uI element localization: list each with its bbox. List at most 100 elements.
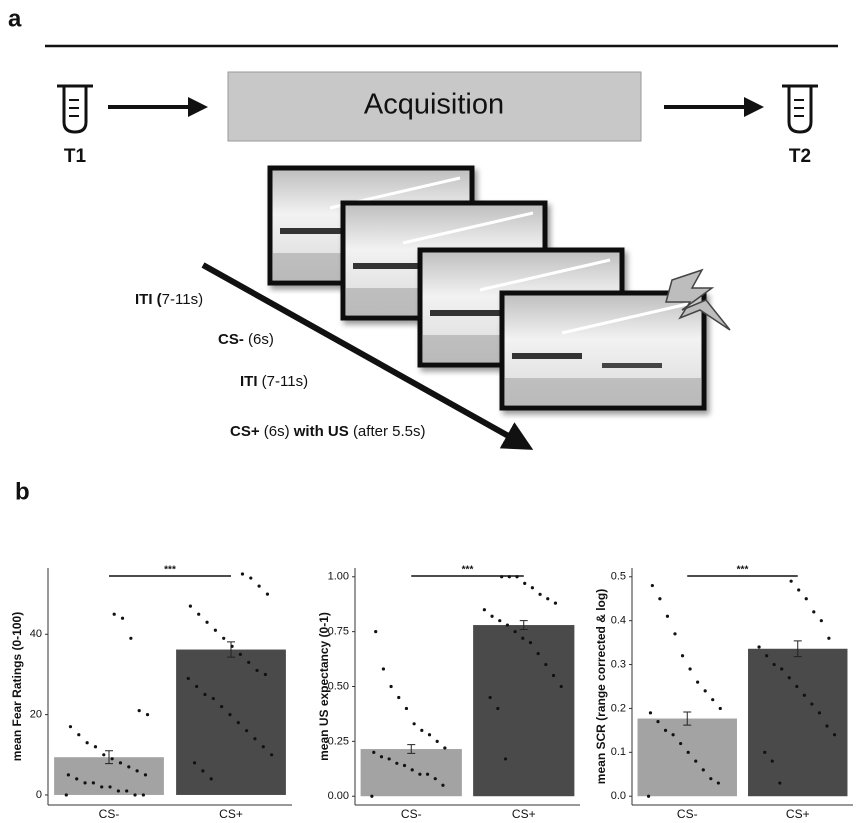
- data-point: [389, 685, 392, 688]
- data-point: [241, 572, 244, 575]
- data-point: [765, 654, 768, 657]
- data-point: [711, 698, 714, 701]
- label-part: CS-: [218, 331, 248, 348]
- data-point: [820, 619, 823, 622]
- x-tick-label: CS-: [677, 807, 698, 818]
- x-tick-label: CS+: [512, 807, 536, 818]
- data-point: [94, 745, 97, 748]
- data-point: [100, 785, 103, 788]
- y-tick-label: 1.00: [328, 571, 349, 583]
- data-point: [264, 673, 267, 676]
- data-point: [411, 768, 414, 771]
- data-point: [138, 709, 141, 712]
- data-point: [405, 707, 408, 710]
- data-point: [483, 608, 486, 611]
- data-point: [397, 696, 400, 699]
- data-point: [69, 725, 72, 728]
- bar: [176, 650, 286, 795]
- data-point: [258, 584, 261, 587]
- data-point: [249, 576, 252, 579]
- x-tick-label: CS+: [786, 807, 810, 818]
- y-axis-label: mean US expectancy (0-1): [317, 612, 331, 761]
- data-point: [827, 637, 830, 640]
- data-point: [113, 613, 116, 616]
- y-axis-label: mean Fear Ratings (0-100): [10, 612, 24, 761]
- data-point: [546, 597, 549, 600]
- data-point: [117, 789, 120, 792]
- data-point: [434, 777, 437, 780]
- data-point: [521, 637, 524, 640]
- label-part: with US: [293, 423, 353, 440]
- x-tick-label: CS+: [219, 807, 243, 818]
- tube-icon: [782, 86, 818, 132]
- data-point: [222, 637, 225, 640]
- data-point: [805, 597, 808, 600]
- data-point: [436, 740, 439, 743]
- data-point: [203, 693, 206, 696]
- data-point: [146, 713, 149, 716]
- bar: [361, 749, 462, 796]
- data-point: [370, 795, 373, 798]
- data-point: [418, 773, 421, 776]
- screens: [270, 168, 704, 408]
- data-point: [673, 632, 676, 635]
- data-point: [426, 773, 429, 776]
- data-point: [136, 769, 139, 772]
- data-point: [780, 667, 783, 670]
- data-point: [253, 737, 256, 740]
- data-point: [651, 584, 654, 587]
- data-point: [237, 721, 240, 724]
- data-point: [719, 707, 722, 710]
- figure: a T1 T2 Acquisition ITI (7-11s)CS- (6s)I…: [0, 0, 859, 818]
- data-point: [67, 773, 70, 776]
- data-point: [197, 613, 200, 616]
- floor: [505, 378, 701, 405]
- x-tick-label: CS-: [99, 807, 120, 818]
- data-point: [270, 753, 273, 756]
- data-point: [788, 676, 791, 679]
- timeline-label: ITI (7-11s): [240, 373, 308, 390]
- data-point: [709, 777, 712, 780]
- data-point: [656, 720, 659, 723]
- data-point: [803, 694, 806, 697]
- y-tick-label: 0.5: [611, 571, 626, 583]
- data-point: [537, 652, 540, 655]
- end-label: T2: [789, 146, 811, 167]
- data-point: [255, 669, 258, 672]
- desk: [353, 263, 423, 269]
- data-point: [496, 707, 499, 710]
- data-point: [688, 667, 691, 670]
- data-point: [111, 757, 114, 760]
- y-axis-label: mean SCR (range corrected & log): [594, 589, 608, 784]
- data-point: [681, 654, 684, 657]
- data-point: [514, 630, 517, 633]
- data-point: [189, 605, 192, 608]
- data-point: [125, 789, 128, 792]
- label-part: ITI (: [135, 291, 162, 308]
- y-tick-label: 0.4: [611, 615, 626, 627]
- data-point: [142, 793, 145, 796]
- data-point: [702, 768, 705, 771]
- data-point: [560, 685, 563, 688]
- data-point: [144, 773, 147, 776]
- data-point: [403, 764, 406, 767]
- data-point: [86, 741, 89, 744]
- data-point: [763, 751, 766, 754]
- data-point: [205, 621, 208, 624]
- y-tick-label: 0.1: [611, 746, 626, 758]
- data-point: [778, 781, 781, 784]
- data-point: [687, 751, 690, 754]
- data-point: [818, 711, 821, 714]
- y-tick-label: 0.3: [611, 658, 626, 670]
- data-point: [544, 663, 547, 666]
- desk: [602, 363, 662, 368]
- data-point: [119, 761, 122, 764]
- data-point: [374, 630, 377, 633]
- x-tick-label: CS-: [401, 807, 422, 818]
- y-tick-label: 0.0: [611, 790, 626, 802]
- data-point: [554, 602, 557, 605]
- desk: [430, 310, 500, 316]
